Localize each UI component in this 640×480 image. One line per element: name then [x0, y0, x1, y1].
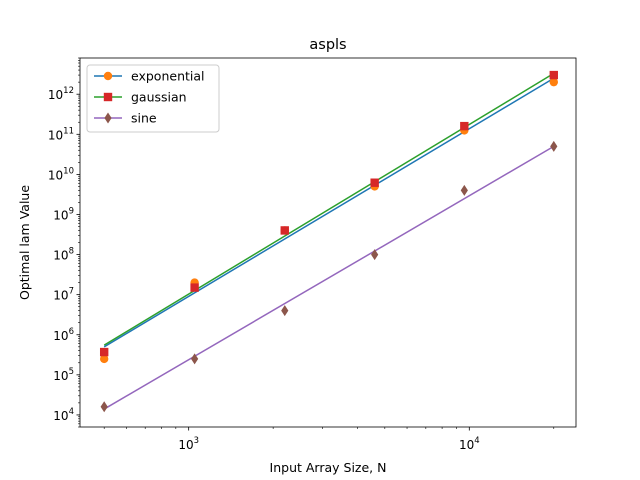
legend-marker-swatch	[103, 71, 113, 81]
fit-line-exponential	[103, 77, 555, 348]
fit-line-sine	[103, 145, 555, 410]
data-point-sine	[100, 401, 108, 413]
data-point-gaussian	[280, 226, 289, 235]
y-tick-label: 104	[53, 407, 74, 423]
legend-label: sine	[131, 111, 157, 126]
data-point-sine	[191, 353, 199, 365]
y-tick-label: 1010	[48, 166, 74, 182]
legend-box	[86, 64, 220, 133]
y-tick-label: 108	[53, 247, 74, 263]
y-axis-ticks: 104 105 106 107 108 109 1010 1011 1012	[48, 57, 80, 428]
data-point-gaussian	[460, 121, 469, 131]
data-point-exponential	[549, 77, 558, 87]
y-tick-label: 107	[53, 287, 74, 303]
legend-label: gaussian	[131, 90, 187, 105]
legend-label: exponential	[131, 69, 205, 84]
legend-entry-gaussian: gaussian	[94, 90, 187, 105]
legend-marker-swatch	[104, 112, 112, 124]
legend-entry-exponential: exponential	[94, 69, 205, 84]
y-tick-label: 1011	[48, 126, 74, 142]
data-point-sine	[281, 305, 289, 317]
x-axis-label: Input Array Size, N	[270, 460, 387, 475]
legend: exponential gaussian sine	[86, 64, 220, 133]
x-tick-label: 103	[178, 436, 199, 452]
data-point-gaussian	[549, 70, 558, 80]
legend-entry-sine: sine	[94, 111, 157, 126]
chart-title: aspls	[309, 37, 346, 53]
y-tick-label: 106	[53, 327, 74, 343]
y-tick-label: 109	[53, 206, 74, 222]
fit-lines	[103, 72, 555, 410]
data-point-exponential	[99, 354, 109, 364]
legend-entries: exponential gaussian sine	[94, 69, 205, 126]
data-point-sine	[550, 140, 558, 152]
y-tick-label: 1012	[48, 86, 74, 102]
data-point-gaussian	[370, 178, 379, 187]
legend-marker-swatch	[103, 92, 113, 102]
x-tick-label: 104	[459, 436, 480, 452]
data-markers	[99, 70, 558, 413]
data-point-sine	[460, 184, 468, 196]
y-axis-label: Optimal lam Value	[17, 185, 32, 300]
fit-line-gaussian	[103, 72, 555, 346]
y-tick-label: 105	[53, 367, 74, 383]
data-point-gaussian	[99, 347, 109, 357]
data-point-sine	[371, 249, 379, 261]
data-point-gaussian	[190, 283, 199, 292]
x-axis-ticks: 103 104	[103, 427, 555, 452]
